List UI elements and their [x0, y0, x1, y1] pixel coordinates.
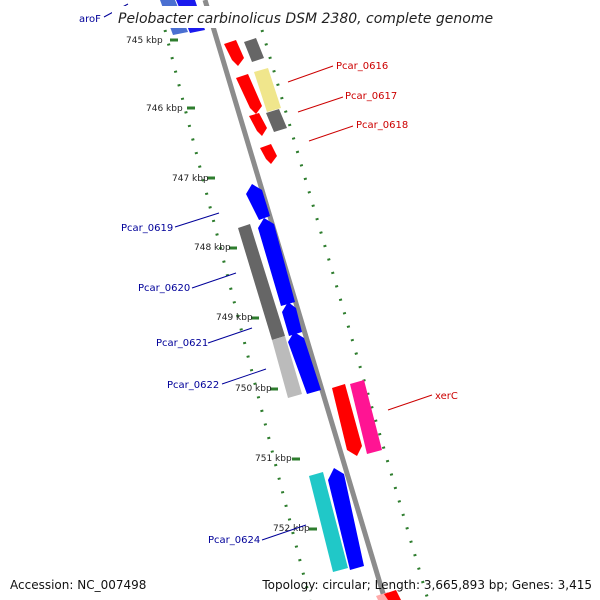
gene-Pcar_0622[interactable]: [272, 332, 321, 398]
gene-bottom-partial: [376, 590, 401, 600]
gene-Pcar_0618[interactable]: [260, 144, 277, 164]
gene-label-Pcar_0621[interactable]: Pcar_0621: [156, 338, 208, 349]
ruler-guide-right: [260, 29, 430, 600]
gene-Pcar_0624[interactable]: [309, 468, 364, 572]
gene-Pcar_0619[interactable]: [246, 184, 270, 220]
gene-label-Pcar_0622[interactable]: Pcar_0622: [167, 380, 219, 391]
title-backdrop: [112, 6, 490, 28]
ruler-tick-marks: [170, 38, 317, 531]
gene-Pcar_0616-upstream[interactable]: [224, 38, 264, 66]
ruler-guide-left: [163, 29, 312, 600]
ruler-label: 750 kbp: [235, 384, 272, 394]
gene-label-Pcar_0624[interactable]: Pcar_0624: [208, 535, 260, 546]
ruler-label: 749 kbp: [216, 313, 253, 323]
ruler-label: 748 kbp: [194, 243, 231, 253]
gene-label-Pcar_0616[interactable]: Pcar_0616: [336, 61, 388, 72]
gene-Pcar_0617[interactable]: [249, 109, 287, 136]
gene-Pcar_0621[interactable]: [282, 302, 302, 336]
ruler-label: 746 kbp: [146, 104, 183, 114]
label-connectors: [103, 3, 433, 541]
ruler-label: 745 kbp: [126, 36, 163, 46]
accession-text: Accession: NC_007498: [10, 578, 147, 592]
ruler-label: 752 kbp: [273, 524, 310, 534]
gene-label-Pcar_0619[interactable]: Pcar_0619: [121, 223, 173, 234]
gene-Pcar_0616[interactable]: [236, 68, 281, 114]
gene-label-aroF[interactable]: aroF: [79, 14, 101, 25]
ruler-label: 747 kbp: [172, 174, 209, 184]
map-title: Pelobacter carbinolicus DSM 2380, comple…: [118, 11, 493, 27]
gene-Pcar_0620[interactable]: [238, 218, 295, 340]
gene-label-Pcar_0617[interactable]: Pcar_0617: [345, 91, 397, 102]
gene-label-Pcar_0618[interactable]: Pcar_0618: [356, 120, 408, 131]
gene-xerC[interactable]: [332, 380, 382, 456]
ruler-label: 751 kbp: [255, 454, 292, 464]
gene-label-xerC[interactable]: xerC: [435, 391, 458, 402]
gene-label-Pcar_0620[interactable]: Pcar_0620: [138, 283, 190, 294]
genome-summary-text: Topology: circular; Length: 3,665,893 bp…: [262, 578, 592, 592]
backbone: [202, 0, 388, 600]
